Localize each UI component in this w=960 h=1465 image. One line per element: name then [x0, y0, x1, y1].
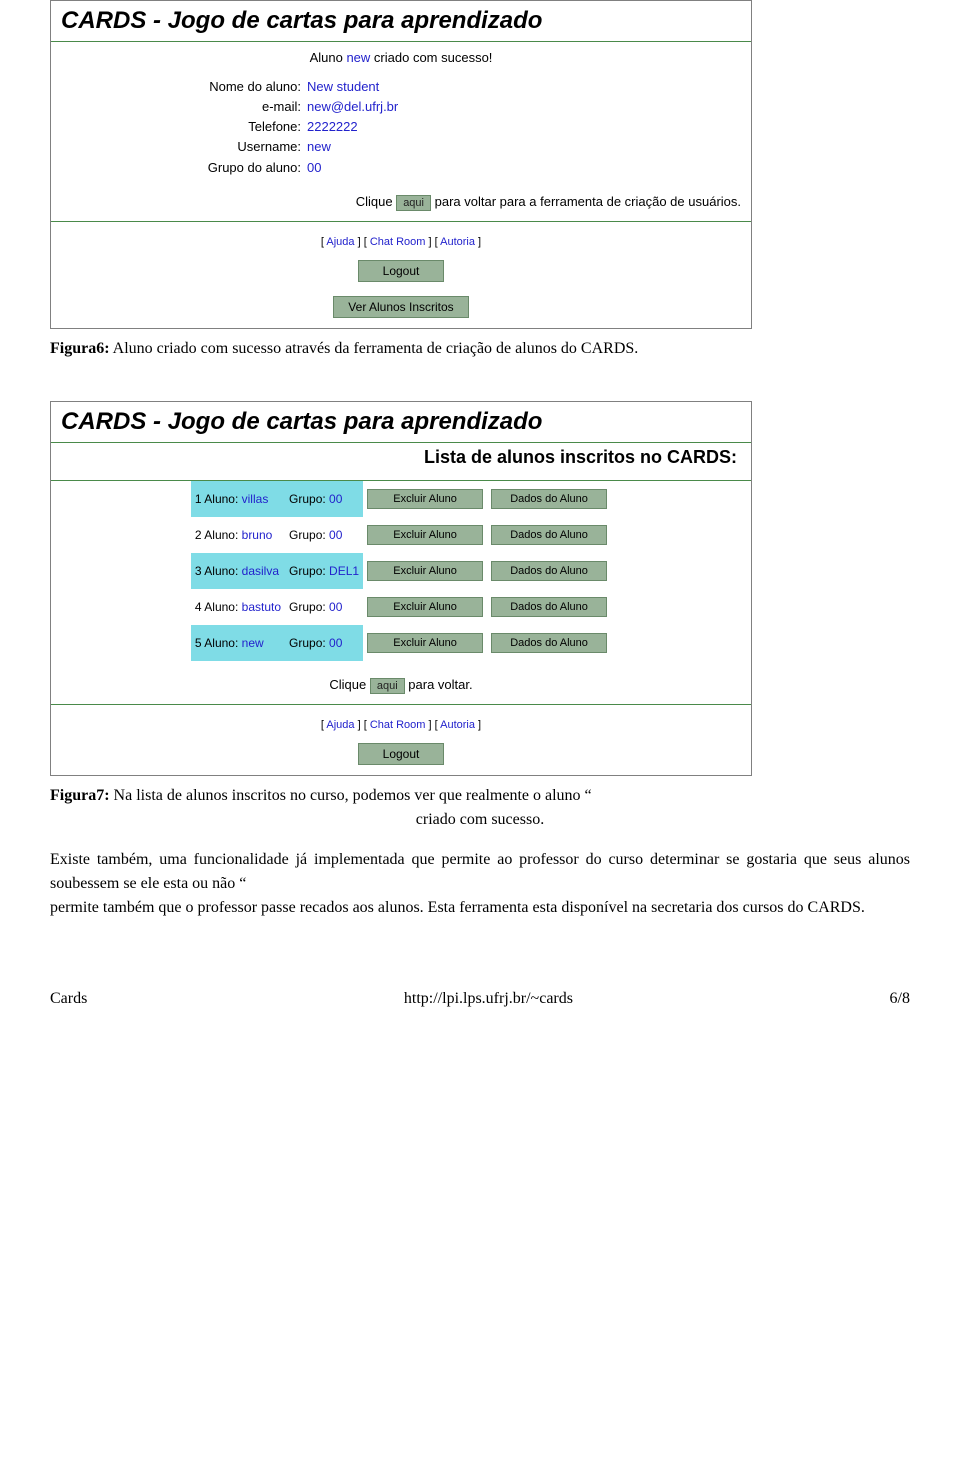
click-prefix: Clique: [329, 677, 369, 692]
grupo-cell: Grupo: 00: [285, 517, 363, 553]
figure7-caption: Figura7: Na lista de alunos inscritos no…: [50, 784, 910, 832]
excluir-button[interactable]: Excluir Aluno: [367, 525, 483, 545]
excluir-cell: Excluir Aluno: [363, 553, 487, 589]
footer-center: http://lpi.lps.ufrj.br/~cards: [404, 990, 573, 1008]
table-row: 1 Aluno: villasGrupo: 00Excluir Aluno Dad…: [191, 481, 611, 517]
excluir-button[interactable]: Excluir Aluno: [367, 597, 483, 617]
table-row: 5 Aluno: newGrupo: 00Excluir Aluno Dados …: [191, 625, 611, 661]
dados-cell: Dados do Aluno: [487, 589, 611, 625]
aqui-button[interactable]: aqui: [370, 678, 405, 694]
aluno-cell: 5 Aluno: new: [191, 625, 285, 661]
caption7-text2: criado com sucesso.: [50, 808, 910, 832]
excluir-button[interactable]: Excluir Aluno: [367, 561, 483, 581]
click-instruction: Clique aqui para voltar.: [51, 671, 751, 704]
dados-cell: Dados do Aluno: [487, 553, 611, 589]
body-p2: permite também que o professor passe rec…: [50, 899, 865, 916]
aqui-button[interactable]: aqui: [396, 195, 431, 211]
footer-links: [ Ajuda ] [ Chat Room ] [ Autoria ]: [51, 222, 751, 256]
table-row: 3 Aluno: dasilvaGrupo: DEL1Excluir Aluno…: [191, 553, 611, 589]
figure6-screenshot: CARDS - Jogo de cartas para aprendizado …: [50, 0, 752, 329]
dados-button[interactable]: Dados do Aluno: [491, 633, 607, 653]
caption6-bold: Figura6:: [50, 340, 110, 357]
caption7-text1: Na lista de alunos inscritos no curso, p…: [110, 787, 592, 804]
app-title: CARDS - Jogo de cartas para aprendizado: [51, 402, 751, 442]
figure7-screenshot: CARDS - Jogo de cartas para aprendizado …: [50, 401, 752, 776]
excluir-button[interactable]: Excluir Aluno: [367, 633, 483, 653]
detail-label: Nome do aluno:: [171, 77, 301, 97]
caption6-text: Aluno criado com sucesso através da ferr…: [110, 340, 639, 357]
dados-button[interactable]: Dados do Aluno: [491, 597, 607, 617]
figure6-caption: Figura6: Aluno criado com sucesso atravé…: [50, 337, 910, 361]
grupo-cell: Grupo: DEL1: [285, 553, 363, 589]
excluir-cell: Excluir Aluno: [363, 517, 487, 553]
dados-button[interactable]: Dados do Aluno: [491, 489, 607, 509]
dados-cell: Dados do Aluno: [487, 625, 611, 661]
dados-button[interactable]: Dados do Aluno: [491, 561, 607, 581]
click-suffix: para voltar para a ferramenta de criação…: [435, 194, 741, 209]
table-row: 4 Aluno: bastutoGrupo: 00Excluir Aluno Da…: [191, 589, 611, 625]
aluno-cell: 4 Aluno: bastuto: [191, 589, 285, 625]
aluno-cell: 3 Aluno: dasilva: [191, 553, 285, 589]
detail-value: 00: [307, 158, 321, 178]
page-footer: Cards http://lpi.lps.ufrj.br/~cards 6/8: [50, 980, 910, 1008]
excluir-button[interactable]: Excluir Aluno: [367, 489, 483, 509]
student-list-table: 1 Aluno: villasGrupo: 00Excluir AlunoDad…: [191, 481, 611, 661]
detail-row: Telefone: 2222222: [171, 117, 751, 137]
excluir-cell: Excluir Aluno: [363, 625, 487, 661]
detail-row: Nome do aluno: New student: [171, 77, 751, 97]
app-title: CARDS - Jogo de cartas para aprendizado: [51, 1, 751, 41]
footer-right: 6/8: [890, 990, 910, 1008]
detail-row: e-mail: new@del.ufrj.br: [171, 97, 751, 117]
detail-value: new: [307, 137, 331, 157]
footer-left: Cards: [50, 990, 87, 1008]
chat-link[interactable]: Chat Room: [370, 236, 426, 248]
success-suffix: criado com sucesso!: [370, 50, 492, 65]
body-paragraph: Existe também, uma funcionalidade já imp…: [50, 848, 910, 920]
detail-row: Grupo do aluno: 00: [171, 158, 751, 178]
ajuda-link[interactable]: Ajuda: [326, 719, 354, 731]
dados-cell: Dados do Aluno: [487, 517, 611, 553]
dados-button[interactable]: Dados do Aluno: [491, 525, 607, 545]
ajuda-link[interactable]: Ajuda: [326, 236, 354, 248]
caption7-bold: Figura7:: [50, 787, 110, 804]
logout-button[interactable]: Logout: [358, 260, 445, 282]
autoria-link[interactable]: Autoria: [440, 719, 475, 731]
aluno-cell: 2 Aluno: bruno: [191, 517, 285, 553]
detail-value: new@del.ufrj.br: [307, 97, 398, 117]
detail-value: New student: [307, 77, 379, 97]
dados-cell: Dados do Aluno: [487, 481, 611, 517]
detail-label: Username:: [171, 137, 301, 157]
list-subtitle: Lista de alunos inscritos no CARDS:: [51, 443, 751, 480]
success-prefix: Aluno: [310, 50, 347, 65]
detail-value: 2222222: [307, 117, 358, 137]
grupo-cell: Grupo: 00: [285, 625, 363, 661]
grupo-cell: Grupo: 00: [285, 481, 363, 517]
body-p1: Existe também, uma funcionalidade já imp…: [50, 851, 910, 892]
click-prefix: Clique: [356, 194, 396, 209]
footer-links: [ Ajuda ] [ Chat Room ] [ Autoria ]: [51, 705, 751, 739]
logout-button[interactable]: Logout: [358, 743, 445, 765]
excluir-cell: Excluir Aluno: [363, 481, 487, 517]
autoria-link[interactable]: Autoria: [440, 236, 475, 248]
student-details: Nome do aluno: New student e-mail: new@del.…: [51, 77, 751, 190]
ver-alunos-button[interactable]: Ver Alunos Inscritos: [333, 296, 468, 318]
detail-label: e-mail:: [171, 97, 301, 117]
success-message: Aluno new criado com sucesso!: [51, 42, 751, 77]
detail-row: Username: new: [171, 137, 751, 157]
detail-label: Grupo do aluno:: [171, 158, 301, 178]
excluir-cell: Excluir Aluno: [363, 589, 487, 625]
grupo-cell: Grupo: 00: [285, 589, 363, 625]
success-link[interactable]: new: [346, 50, 370, 65]
chat-link[interactable]: Chat Room: [370, 719, 426, 731]
table-row: 2 Aluno: brunoGrupo: 00Excluir Aluno Dado…: [191, 517, 611, 553]
detail-label: Telefone:: [171, 117, 301, 137]
click-suffix: para voltar.: [408, 677, 472, 692]
click-instruction: Clique aqui para voltar para a ferrament…: [51, 190, 751, 221]
aluno-cell: 1 Aluno: villas: [191, 481, 285, 517]
